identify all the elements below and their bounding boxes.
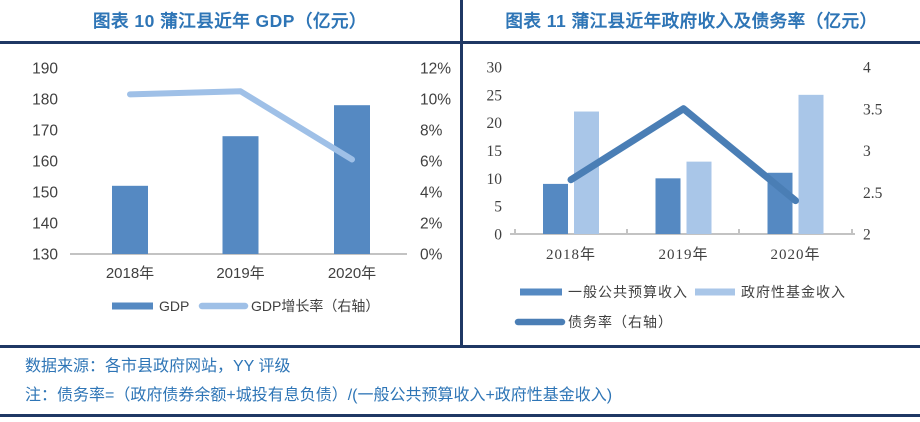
category-label: 2019年 xyxy=(216,265,264,282)
line-series xyxy=(567,104,799,204)
charts-row: 图表 10 蒲江县近年 GDP（亿元） 190 180 170 160 150 140 13… xyxy=(0,0,920,345)
legend-swatch xyxy=(112,302,153,309)
right-axis-tick-label: 4 xyxy=(863,59,871,76)
left-axis-tick-label: 0 xyxy=(494,226,502,243)
data-source-line: 数据来源：各市县政府网站，YY 评级 xyxy=(25,358,291,375)
left-axis-tick-label: 5 xyxy=(494,198,502,215)
gov-income-debt-chart: 30 25 20 15 10 5 0 4 3.5 3 2.5 2 2018年 2019年 2020年一般公共… xyxy=(487,59,883,331)
gdp-chart-title: 图表 10 蒲江县近年 GDP（亿元） xyxy=(93,11,367,31)
bar xyxy=(112,185,148,254)
right-axis-tick-label: 10% xyxy=(420,91,451,108)
bar xyxy=(222,135,259,254)
left-axis-tick-label: 25 xyxy=(487,87,503,104)
left-axis-tick-label: 30 xyxy=(487,59,503,76)
left-axis-tick-label: 190 xyxy=(32,60,58,77)
panel-divider xyxy=(460,0,463,345)
legend-label: GDP增长率（右轴） xyxy=(251,298,379,314)
legend-label: GDP xyxy=(159,298,189,314)
bar xyxy=(798,94,824,234)
right-axis-tick-label: 3.5 xyxy=(863,101,883,118)
title-rule-right xyxy=(463,41,920,44)
legend-swatch xyxy=(520,288,562,295)
bar xyxy=(655,177,681,234)
left-axis-tick-label: 170 xyxy=(32,122,58,139)
left-axis-tick-label: 20 xyxy=(487,115,503,132)
legend-swatch xyxy=(695,288,735,295)
right-axis-tick-label: 6% xyxy=(420,153,443,170)
gov-income-panel: 图表 11 蒲江县近年政府收入及债务率（亿元） 30 25 20 15 10 5 0 4 3.5… xyxy=(463,0,920,345)
right-axis-tick-label: 12% xyxy=(420,60,451,77)
right-axis-tick-label: 2.5 xyxy=(863,184,883,201)
title-rule-left xyxy=(0,41,460,44)
bar xyxy=(686,161,712,234)
category-label: 2018年 xyxy=(106,265,154,282)
legend-label: 政府性基金收入 xyxy=(741,284,846,301)
bar xyxy=(543,183,568,234)
right-axis-tick-label: 4% xyxy=(420,184,443,201)
left-axis-tick-label: 140 xyxy=(32,215,58,232)
right-axis-tick-label: 0% xyxy=(420,246,443,263)
gov-income-chart-title: 图表 11 蒲江县近年政府收入及债务率（亿元） xyxy=(505,11,878,31)
left-axis-tick-label: 150 xyxy=(32,184,58,201)
right-axis-tick-label: 3 xyxy=(863,143,871,160)
left-axis-tick-label: 180 xyxy=(32,91,58,108)
left-axis-tick-label: 15 xyxy=(487,143,503,160)
gdp-panel: 图表 10 蒲江县近年 GDP（亿元） 190 180 170 160 150 140 13… xyxy=(0,0,460,345)
right-axis-tick-label: 8% xyxy=(420,122,443,139)
debt-ratio-formula-note: 注：债务率=（政府债券余额+城投有息负债）/(一般公共预算收入+政府性基金收入) xyxy=(25,387,613,404)
category-label: 2018年 xyxy=(546,246,596,263)
right-axis-tick-label: 2 xyxy=(863,226,871,243)
figure-footer: 数据来源：各市县政府网站，YY 评级 注：债务率=（政府债券余额+城投有息负债）… xyxy=(0,345,920,417)
category-label: 2020年 xyxy=(328,265,376,282)
gov-income-chart-header: 图表 11 蒲江县近年政府收入及债务率（亿元） xyxy=(463,0,920,41)
line-series xyxy=(127,87,355,162)
legend-label: 一般公共预算收入 xyxy=(568,285,688,301)
gdp-chart-header: 图表 10 蒲江县近年 GDP（亿元） xyxy=(0,0,460,41)
category-label: 2020年 xyxy=(770,246,820,263)
legend-label: 债务率（右轴） xyxy=(568,314,673,331)
left-axis-tick-label: 160 xyxy=(32,153,58,170)
category-label: 2019年 xyxy=(658,246,708,263)
left-axis-tick-label: 130 xyxy=(32,246,58,263)
bar xyxy=(334,104,370,254)
gdp-chart: 190 180 170 160 150 140 130 12% 10% 8% 6% 4% 2% 0% 201… xyxy=(32,60,451,314)
left-axis-tick-label: 10 xyxy=(487,170,503,187)
right-axis-tick-label: 2% xyxy=(420,215,443,232)
